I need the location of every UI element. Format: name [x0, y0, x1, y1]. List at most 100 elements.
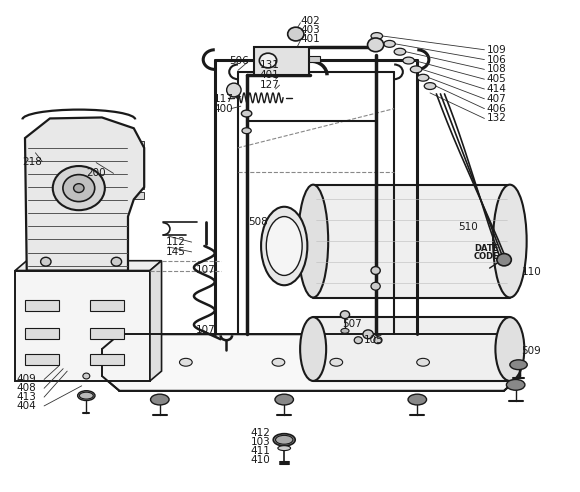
Text: 106: 106 — [487, 55, 506, 64]
Ellipse shape — [354, 337, 362, 343]
Text: 103: 103 — [251, 437, 270, 447]
Ellipse shape — [424, 83, 436, 90]
Bar — [313, 184, 510, 298]
Ellipse shape — [416, 358, 429, 366]
Ellipse shape — [288, 27, 304, 41]
Text: 218: 218 — [23, 156, 42, 167]
Ellipse shape — [41, 257, 51, 266]
Ellipse shape — [371, 282, 380, 290]
Ellipse shape — [408, 394, 426, 405]
Ellipse shape — [259, 53, 277, 68]
Polygon shape — [15, 261, 162, 271]
Ellipse shape — [340, 311, 350, 319]
Ellipse shape — [241, 110, 252, 117]
Text: 510: 510 — [458, 222, 477, 232]
Polygon shape — [108, 182, 144, 189]
Ellipse shape — [493, 184, 527, 298]
Text: 413: 413 — [17, 392, 37, 402]
Text: 410: 410 — [251, 455, 270, 465]
Text: 112: 112 — [166, 237, 186, 247]
Polygon shape — [108, 141, 144, 148]
Bar — [90, 300, 124, 311]
Text: 405: 405 — [487, 74, 506, 84]
Ellipse shape — [227, 83, 241, 97]
Text: 409: 409 — [17, 374, 37, 384]
Ellipse shape — [368, 38, 384, 52]
Bar — [90, 354, 124, 365]
Ellipse shape — [384, 40, 396, 47]
Ellipse shape — [111, 257, 122, 266]
Ellipse shape — [83, 373, 90, 379]
Ellipse shape — [276, 435, 293, 444]
Ellipse shape — [272, 358, 285, 366]
Ellipse shape — [278, 446, 291, 451]
Ellipse shape — [371, 267, 380, 275]
Ellipse shape — [63, 175, 95, 202]
Text: 414: 414 — [487, 84, 506, 94]
Ellipse shape — [242, 128, 251, 134]
Bar — [25, 329, 59, 339]
Ellipse shape — [298, 184, 328, 298]
Bar — [15, 271, 150, 381]
Ellipse shape — [179, 358, 192, 366]
Ellipse shape — [275, 394, 293, 405]
Ellipse shape — [411, 66, 422, 73]
Text: 403: 403 — [300, 25, 320, 35]
Text: 402: 402 — [300, 16, 320, 26]
Ellipse shape — [374, 337, 382, 343]
Text: 411: 411 — [251, 446, 270, 456]
Text: 506: 506 — [229, 56, 249, 65]
Text: 200: 200 — [86, 168, 106, 179]
Text: 507: 507 — [342, 318, 362, 329]
Ellipse shape — [497, 253, 512, 266]
Ellipse shape — [510, 360, 527, 369]
Text: 509: 509 — [521, 346, 541, 357]
Text: 107: 107 — [196, 325, 216, 336]
Ellipse shape — [151, 394, 169, 405]
Text: 107: 107 — [196, 265, 216, 275]
Polygon shape — [108, 151, 144, 158]
Text: 404: 404 — [17, 401, 37, 411]
Text: DATE: DATE — [474, 244, 499, 253]
Bar — [90, 329, 124, 339]
Text: 406: 406 — [487, 104, 506, 114]
Bar — [25, 300, 59, 311]
Bar — [254, 47, 309, 75]
Text: 401: 401 — [300, 34, 320, 44]
Text: 508: 508 — [248, 217, 268, 227]
Polygon shape — [108, 161, 144, 168]
Polygon shape — [108, 171, 144, 179]
Ellipse shape — [74, 184, 84, 192]
Ellipse shape — [261, 207, 307, 285]
Ellipse shape — [506, 379, 525, 390]
Ellipse shape — [300, 317, 326, 381]
Ellipse shape — [495, 317, 524, 381]
Ellipse shape — [273, 433, 295, 446]
Ellipse shape — [341, 329, 349, 333]
Polygon shape — [108, 192, 144, 199]
Ellipse shape — [403, 57, 414, 64]
Ellipse shape — [78, 391, 95, 400]
Text: 400: 400 — [213, 104, 233, 114]
Bar — [25, 354, 59, 365]
Text: 131: 131 — [260, 61, 280, 70]
Text: 127: 127 — [260, 80, 280, 90]
Text: CODE: CODE — [474, 252, 499, 261]
Text: 408: 408 — [17, 383, 37, 393]
Ellipse shape — [394, 48, 406, 55]
Ellipse shape — [79, 392, 93, 399]
Text: 407: 407 — [487, 94, 506, 104]
Text: 132: 132 — [487, 114, 506, 123]
Text: 110: 110 — [521, 267, 541, 277]
Text: 108: 108 — [487, 64, 506, 74]
Bar — [309, 56, 320, 62]
Ellipse shape — [363, 330, 374, 338]
Ellipse shape — [330, 358, 343, 366]
Ellipse shape — [417, 74, 429, 81]
Polygon shape — [25, 118, 144, 271]
Ellipse shape — [266, 216, 302, 276]
Text: 109: 109 — [487, 45, 506, 55]
Ellipse shape — [53, 166, 105, 210]
Text: 401: 401 — [260, 70, 280, 80]
Polygon shape — [102, 334, 520, 391]
